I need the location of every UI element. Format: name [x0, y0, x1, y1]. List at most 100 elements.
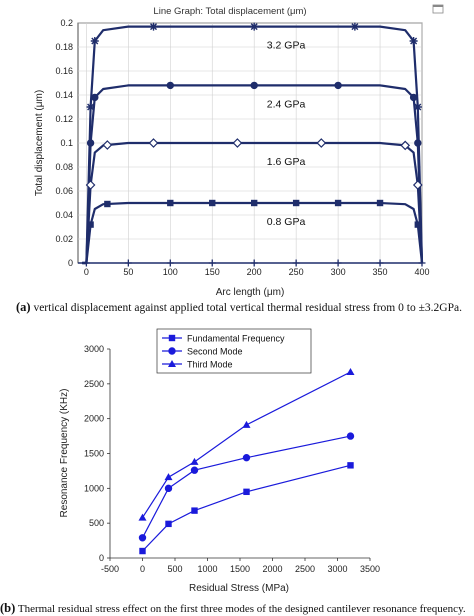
chart-a-series-marker — [292, 199, 300, 207]
chart-a-ytick-label: 0.2 — [60, 18, 73, 28]
chart-b-ytick-label: 1000 — [84, 483, 104, 493]
chart-a-baseline-marker — [82, 259, 90, 267]
chart-b-series-marker — [138, 534, 147, 542]
chart-a-series-marker — [376, 199, 384, 207]
chart-b-ytick-label: 0 — [99, 553, 104, 563]
chart-b-xtick-label: -500 — [101, 564, 119, 574]
chart-b-xtick-label: 2500 — [295, 564, 315, 574]
chart-a-series-marker — [148, 138, 159, 148]
chart-a-series-marker — [90, 37, 99, 45]
chart-b-legend-marker — [168, 334, 176, 342]
chart-a-xtick-label: 50 — [123, 267, 133, 277]
chart-a-baseline-marker — [208, 259, 216, 267]
chart-a-ytick-label: 0.1 — [60, 138, 73, 148]
chart-a-baseline-marker — [418, 259, 426, 267]
chart-a-xtick-label: 150 — [205, 267, 220, 277]
chart-a-series-marker — [334, 81, 342, 90]
caption-a-text: vertical displacement against applied to… — [33, 302, 462, 314]
displacement-chart: Line Graph: Total displacement (μm) 0 0.0… — [34, 4, 444, 298]
chart-a-series-marker — [316, 138, 327, 148]
chart-b-xlabel: Residual Stress (MPa) — [189, 583, 289, 594]
chart-b-series-marker — [165, 520, 172, 528]
chart-b-ytick-label: 1500 — [84, 449, 104, 459]
chart-a-ytick-label: 0.16 — [55, 66, 73, 76]
chart-a-ytick-label: 0.06 — [55, 186, 73, 196]
chart-a-baseline-marker — [250, 259, 258, 267]
chart-b-series-marker — [164, 473, 173, 481]
chart-a-baseline-marker — [292, 259, 300, 267]
chart-a-xtick-label: 300 — [331, 267, 346, 277]
chart-a-series-marker — [86, 139, 95, 147]
chart-a-series-marker — [149, 22, 158, 31]
caption-b-text: Thermal residual stress effect on the fi… — [17, 603, 466, 615]
chart-a-series-marker — [400, 140, 411, 151]
chart-a-xlabel: Arc length (μm) — [216, 287, 285, 298]
caption-a-tag: (a) — [16, 300, 31, 314]
chart-a-xtick-label: 400 — [414, 267, 429, 277]
chart-a-series-marker — [409, 93, 418, 102]
chart-b-xtick-label: 3000 — [327, 564, 347, 574]
chart-a-series-marker — [250, 81, 258, 90]
chart-a-series-line — [82, 25, 424, 265]
chart-a-annotation: 1.6 GPa — [267, 156, 306, 168]
chart-b-xtick-label: 500 — [167, 564, 182, 574]
chart-b-series-marker — [242, 453, 251, 462]
caption-b: (b) Thermal residual stress effect on th… — [0, 601, 466, 616]
chart-a-annotation: 2.4 GPa — [267, 98, 306, 110]
chart-a-series-marker — [414, 139, 422, 147]
chart-a-xtick-label: 200 — [247, 267, 262, 277]
chart-a-series-marker — [91, 93, 99, 102]
chart-b-series-marker — [164, 484, 173, 493]
chart-a-title: Line Graph: Total displacement (μm) — [153, 6, 306, 17]
chart-a-series-marker — [167, 199, 174, 207]
chart-a-annotation: 0.8 GPa — [267, 216, 306, 228]
chart-b-series-marker — [242, 420, 251, 428]
chart-a-ytick-label: 0.04 — [55, 210, 73, 220]
chart-a-ytick-label: 0 — [68, 258, 73, 268]
chart-a-series-marker — [232, 138, 243, 148]
chart-a-annotation: 3.2 GPa — [267, 40, 306, 52]
chart-a-series-marker — [413, 103, 422, 111]
chart-b-series-marker — [138, 513, 147, 521]
chart-a-series-line — [82, 84, 424, 265]
chart-a-ylabel: Total displacement (μm) — [34, 90, 45, 196]
chart-b-series-marker — [139, 547, 146, 555]
chart-a-ytick-label: 0.12 — [55, 114, 73, 124]
chart-a-baseline-marker — [124, 259, 132, 267]
chart-b-ytick-label: 2000 — [84, 414, 104, 424]
chart-a-series-marker — [209, 199, 216, 207]
chart-a-baseline-marker — [376, 259, 384, 267]
chart-b-legend-marker — [168, 360, 176, 367]
chart-a-series-marker — [166, 81, 174, 90]
chart-a-ytick-label: 0.02 — [55, 234, 73, 244]
chart-b-xtick-label: 1000 — [197, 564, 217, 574]
chart-b-legend-label: Second Mode — [187, 347, 243, 357]
chart-a-series-marker — [412, 180, 423, 190]
chart-a-series-marker — [334, 199, 342, 207]
chart-a-series-line — [82, 201, 424, 265]
chart-a-series-marker — [250, 22, 259, 31]
caption-b-tag: (b) — [0, 601, 16, 615]
chart-b-legend-marker — [168, 347, 176, 355]
chart-a-xtick-label: 250 — [289, 267, 304, 277]
chart-a-series-marker — [102, 140, 113, 150]
chart-a-series-marker — [87, 221, 94, 228]
chart-a-xtick-label: 100 — [163, 267, 178, 277]
chart-b-ytick-label: 2500 — [84, 379, 104, 389]
chart-a-ytick-label: 0.08 — [55, 162, 73, 172]
chart-b-xtick-label: 2000 — [262, 564, 282, 574]
window-icon — [432, 4, 444, 14]
chart-a-series-marker — [350, 22, 359, 31]
chart-b-series-marker — [190, 457, 199, 465]
chart-b-ytick-label: 3000 — [84, 344, 104, 354]
chart-b-series-marker — [346, 432, 355, 440]
caption-a: (a) vertical displacement against applie… — [16, 300, 462, 315]
chart-a-series-marker — [86, 103, 95, 111]
chart-b-series-marker — [243, 488, 250, 496]
chart-a-xtick-label: 0 — [84, 267, 89, 277]
chart-b-series-marker — [347, 462, 354, 469]
chart-a-series-marker — [250, 199, 258, 207]
chart-b-legend-label: Fundamental Frequency — [187, 334, 285, 344]
